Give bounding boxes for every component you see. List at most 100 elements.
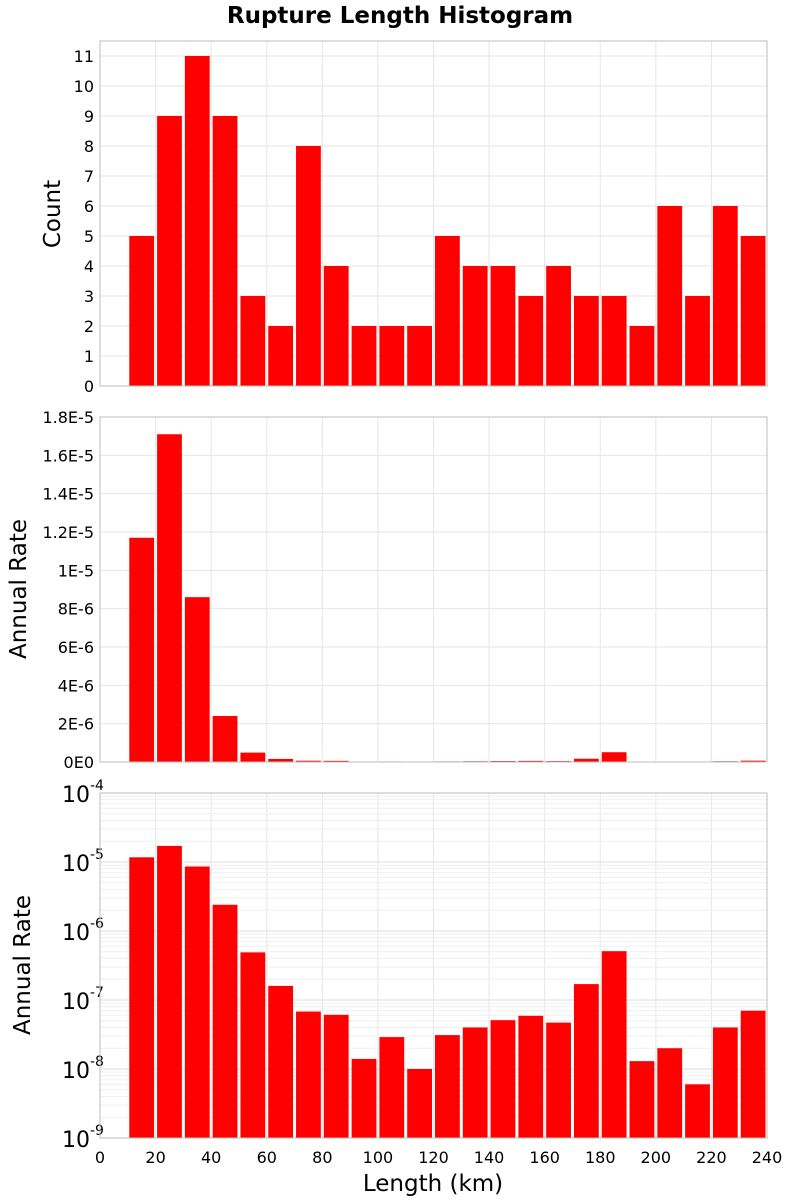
y-tick-label: 1 bbox=[84, 347, 94, 366]
histogram-bar bbox=[323, 1014, 349, 1138]
histogram-bar bbox=[268, 758, 294, 762]
panel-annual-rate-log-yticks: 10-910-810-710-610-510-4 bbox=[62, 778, 104, 1153]
histogram-bar bbox=[462, 266, 488, 386]
y-tick-label: 1.6E-5 bbox=[42, 446, 94, 465]
histogram-bar bbox=[184, 597, 210, 762]
histogram-bar bbox=[240, 296, 266, 386]
histogram-bar bbox=[268, 326, 294, 386]
histogram-bar bbox=[601, 951, 627, 1138]
histogram-bar bbox=[212, 904, 238, 1138]
histogram-bar bbox=[546, 1022, 571, 1138]
histogram-bar bbox=[212, 116, 238, 386]
histogram-bar bbox=[379, 326, 405, 386]
y-tick-label: 2 bbox=[84, 317, 94, 336]
histogram-bar bbox=[712, 1027, 738, 1138]
panel-annual-rate-linear-ylabel: Annual Rate bbox=[6, 519, 32, 659]
y-tick-label: 1.2E-5 bbox=[42, 523, 94, 542]
histogram-bar bbox=[601, 752, 627, 762]
x-tick-label: 60 bbox=[257, 1148, 277, 1167]
y-tick-label: 11 bbox=[74, 47, 94, 66]
histogram-bar bbox=[240, 952, 266, 1138]
y-tick-label: 1.4E-5 bbox=[42, 485, 94, 504]
histogram-bar bbox=[629, 326, 655, 386]
histogram-bar bbox=[518, 296, 544, 386]
panel-count-frame bbox=[99, 40, 768, 387]
y-tick-label: 10-5 bbox=[62, 847, 104, 877]
histogram-bar bbox=[240, 752, 266, 762]
x-tick-label: 240 bbox=[752, 1148, 783, 1167]
histogram-bar bbox=[740, 1010, 766, 1138]
x-tick-label: 120 bbox=[418, 1148, 449, 1167]
histogram-bar bbox=[129, 537, 155, 762]
histogram-bar bbox=[629, 1061, 655, 1138]
y-tick-label: 5 bbox=[84, 227, 94, 246]
y-tick-label: 10-7 bbox=[62, 985, 104, 1015]
y-tick-label: 2E-6 bbox=[58, 715, 94, 734]
y-tick-label: 0 bbox=[84, 377, 94, 396]
histogram-bar bbox=[351, 326, 377, 386]
y-tick-label: 10-8 bbox=[62, 1054, 104, 1084]
panel-count-yticks: 0 1 2 3 4 5 6 7 8 9 10 11 bbox=[74, 47, 94, 396]
panel-annual-rate-log-grid bbox=[99, 792, 768, 1139]
histogram-bar bbox=[184, 866, 210, 1138]
histogram-bar bbox=[657, 206, 683, 386]
panel-annual-rate-log-frame bbox=[99, 792, 768, 1139]
y-tick-label: 10-6 bbox=[62, 916, 104, 946]
histogram-bar bbox=[351, 1058, 377, 1138]
panel-annual-rate-linear-bars bbox=[129, 434, 766, 762]
histogram-bar bbox=[407, 1069, 432, 1138]
histogram-bar bbox=[685, 1084, 710, 1138]
x-tick-label: 220 bbox=[696, 1148, 727, 1167]
histogram-bar bbox=[435, 236, 460, 386]
histogram-bar bbox=[129, 236, 155, 386]
y-tick-label: 1E-5 bbox=[58, 561, 94, 580]
y-tick-label: 4 bbox=[84, 257, 94, 276]
y-tick-label: 6E-6 bbox=[58, 638, 94, 657]
y-tick-label: 4E-6 bbox=[58, 676, 94, 695]
histogram-bar bbox=[296, 146, 321, 386]
histogram-bar bbox=[740, 236, 766, 386]
histogram-bar bbox=[490, 266, 516, 386]
histogram-bar bbox=[157, 845, 182, 1138]
y-tick-label: 3 bbox=[84, 287, 94, 306]
histogram-bar bbox=[435, 1035, 460, 1138]
y-tick-label: 9 bbox=[84, 107, 94, 126]
histogram-bar bbox=[129, 857, 155, 1138]
histogram-bar bbox=[157, 116, 182, 386]
histogram-bar bbox=[323, 760, 349, 762]
panel-count-ylabel: Count bbox=[40, 180, 66, 248]
histogram-bar bbox=[407, 326, 432, 386]
histogram-bar bbox=[296, 760, 321, 762]
panel-annual-rate-linear-frame bbox=[99, 416, 768, 763]
x-tick-label: 160 bbox=[529, 1148, 560, 1167]
panel-annual-rate-linear-yticks: 0E0 2E-6 4E-6 6E-6 8E-6 1E-5 1.2E-5 1.4E-5 1.6E-… bbox=[42, 408, 94, 772]
panel-annual-rate-log-xticks: 0 20 40 60 80 100 120 140 160 180 200 220 240 bbox=[95, 1148, 782, 1167]
y-tick-label: 7 bbox=[84, 167, 94, 186]
y-tick-label: 10 bbox=[74, 77, 94, 96]
y-tick-label: 1.8E-5 bbox=[42, 408, 94, 427]
histogram-bar bbox=[184, 56, 210, 386]
histogram-bar bbox=[685, 296, 710, 386]
histogram-bar bbox=[157, 434, 182, 762]
histogram-bar bbox=[601, 296, 627, 386]
histogram-bar bbox=[296, 1011, 321, 1138]
histogram-bar bbox=[490, 1020, 516, 1138]
histogram-bar bbox=[379, 1037, 405, 1138]
histogram-bar bbox=[546, 266, 571, 386]
histogram-bar bbox=[573, 984, 599, 1138]
x-tick-label: 200 bbox=[641, 1148, 672, 1167]
histogram-bar bbox=[212, 716, 238, 762]
x-tick-label: 140 bbox=[474, 1148, 505, 1167]
histogram-bar bbox=[323, 266, 349, 386]
panel-annual-rate-linear: 0E0 2E-6 4E-6 6E-6 8E-6 1E-5 1.2E-5 1.4E-5 1.6E-… bbox=[6, 408, 768, 772]
histogram-bar bbox=[268, 985, 294, 1138]
panel-count-bars bbox=[129, 56, 766, 386]
x-tick-label: 20 bbox=[145, 1148, 165, 1167]
histogram-bar bbox=[740, 760, 766, 762]
x-tick-label: 180 bbox=[585, 1148, 616, 1167]
panel-annual-rate-log: 10-910-810-710-610-510-4 0 20 40 60 80 100 120… bbox=[10, 778, 782, 1197]
histogram-bar bbox=[462, 1027, 488, 1138]
histogram-bar bbox=[657, 1048, 683, 1138]
y-tick-label: 8E-6 bbox=[58, 600, 94, 619]
